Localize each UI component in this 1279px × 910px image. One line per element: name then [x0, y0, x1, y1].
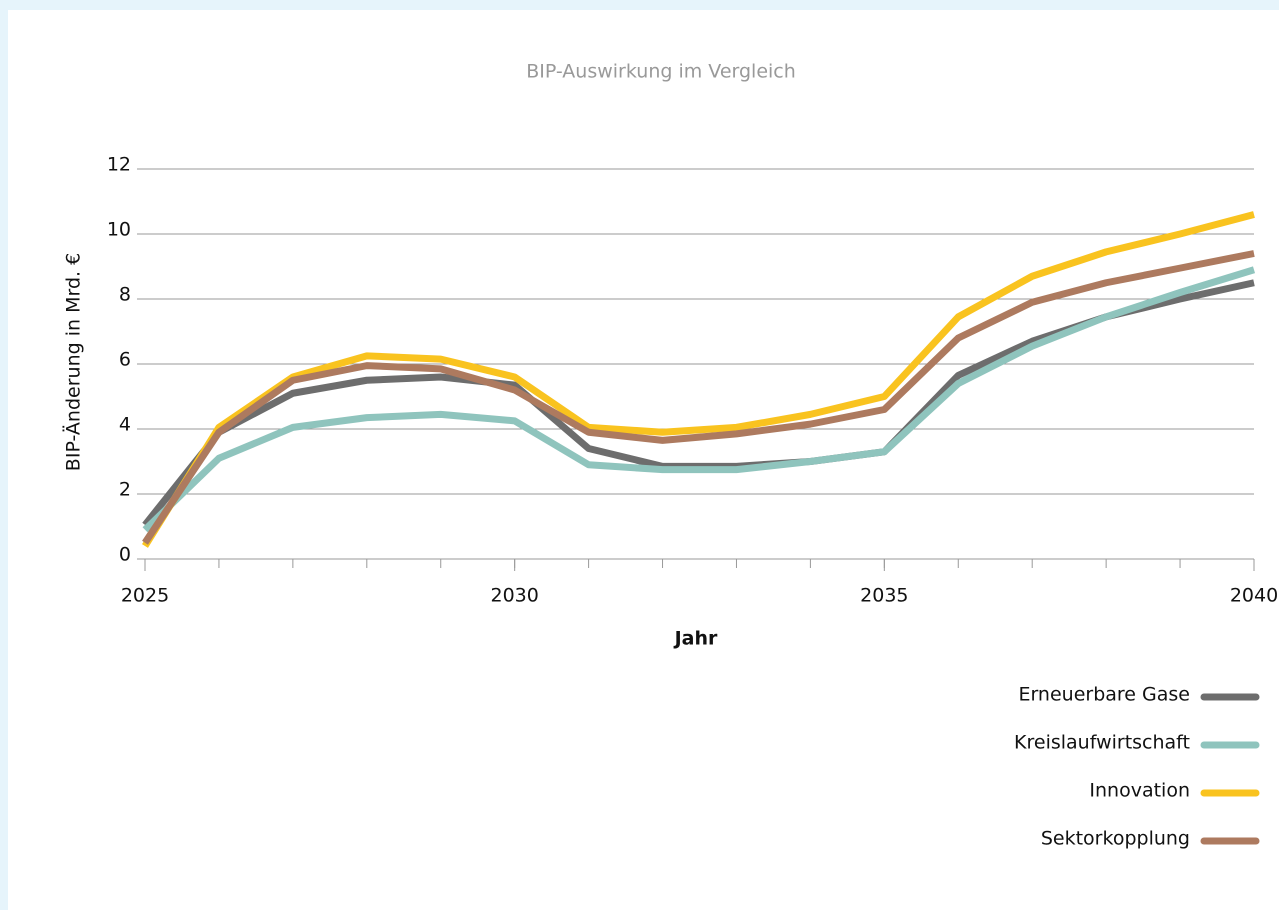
x-tick-label: 2025 — [121, 585, 169, 607]
y-tick-label: 2 — [119, 479, 131, 501]
y-axis-label: BIP-Änderung in Mrd. € — [62, 253, 85, 471]
x-tick-label: 2035 — [860, 585, 908, 607]
legend-label: Innovation — [1089, 780, 1190, 802]
y-tick-label: 0 — [119, 544, 131, 566]
x-tick-label: 2040 — [1230, 585, 1278, 607]
legend-label: Kreislaufwirtschaft — [1014, 732, 1190, 754]
series-line — [142, 211, 1255, 548]
legend-label: Erneuerbare Gase — [1018, 684, 1190, 706]
y-tick-label: 8 — [119, 284, 131, 306]
series-line — [142, 266, 1256, 533]
y-tick-label: 6 — [119, 349, 131, 371]
x-tick-label: 2030 — [490, 585, 538, 607]
y-tick-label: 12 — [107, 154, 131, 176]
legend-label: Sektorkopplung — [1041, 828, 1190, 850]
y-tick-label: 10 — [107, 219, 131, 241]
x-axis-label: Jahr — [673, 628, 718, 650]
chart-title: BIP-Auswirkung im Vergleich — [526, 61, 796, 83]
y-tick-label: 4 — [119, 414, 131, 436]
series-line — [142, 250, 1255, 545]
